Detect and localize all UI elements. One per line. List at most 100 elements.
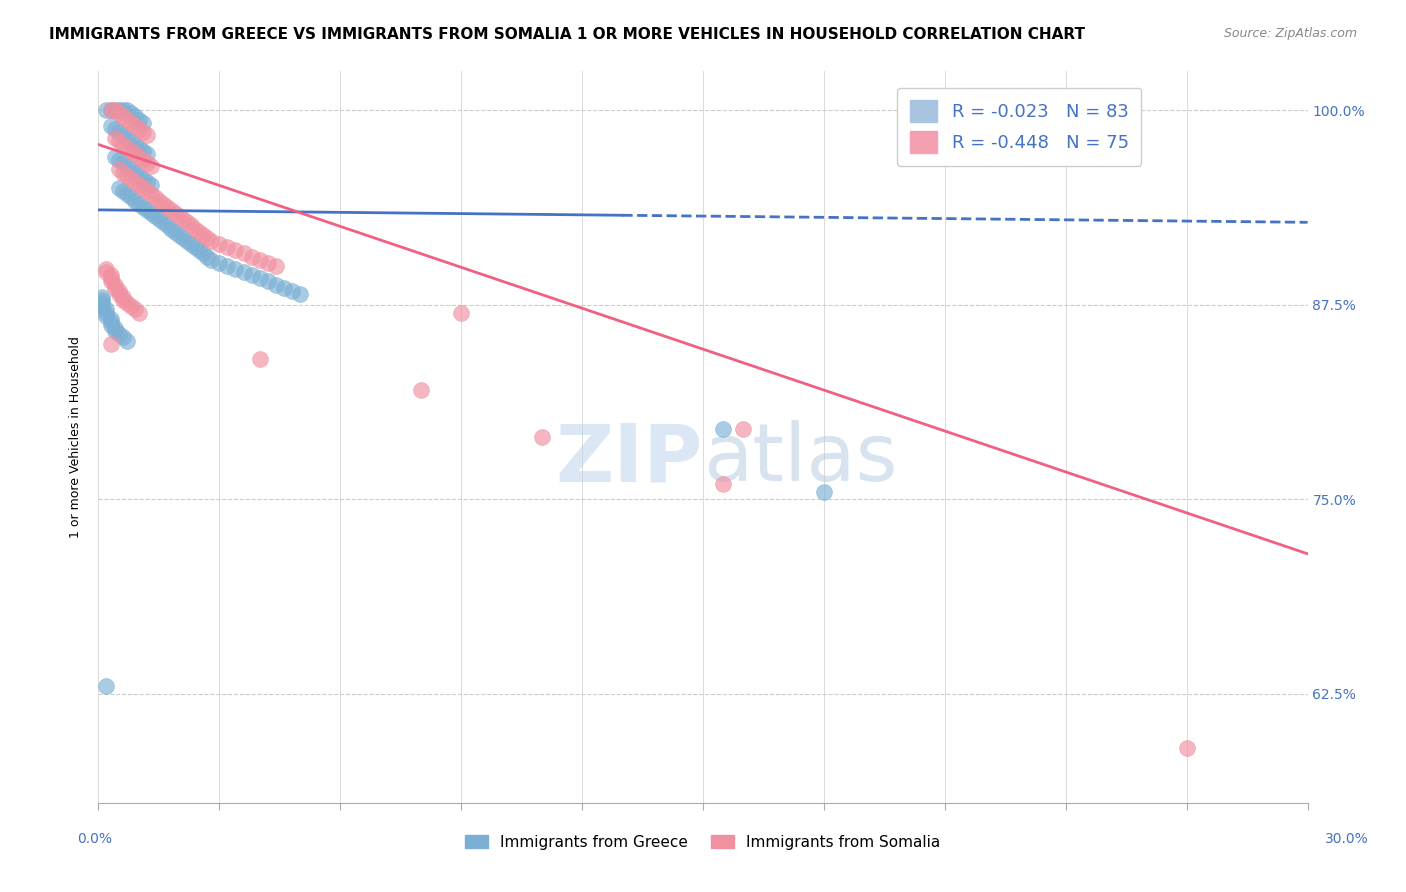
Point (139, 159, 162, 173)
Point (111, 128, 134, 143)
Point (139, 206, 162, 220)
Point (111, 137, 134, 152)
Point (450, 305, 472, 319)
Point (143, 209, 166, 223)
Point (256, 275, 278, 289)
Point (128, 140, 150, 154)
Point (91, 293, 114, 307)
Point (167, 227, 190, 242)
Point (193, 246, 215, 260)
Point (115, 334, 138, 348)
Point (195, 250, 218, 264)
Point (96, 262, 118, 277)
Point (733, 422, 755, 436)
Point (100, 103, 122, 118)
Point (103, 150, 125, 164)
Point (115, 112, 138, 127)
Point (111, 156, 134, 170)
Y-axis label: 1 or more Vehicles in Household: 1 or more Vehicles in Household (69, 336, 83, 538)
Point (139, 178, 162, 192)
Point (163, 206, 186, 220)
Point (232, 246, 254, 260)
Point (184, 221, 207, 235)
Point (120, 135, 142, 149)
Text: 0.0%: 0.0% (77, 832, 111, 846)
Point (120, 171, 142, 186)
Point (264, 277, 287, 292)
Point (135, 128, 157, 143)
Point (128, 178, 150, 192)
Point (232, 265, 254, 279)
Point (176, 215, 198, 229)
Point (217, 259, 239, 273)
Point (409, 384, 432, 398)
Point (172, 231, 194, 245)
Point (152, 215, 174, 229)
Point (143, 190, 166, 204)
Point (264, 259, 287, 273)
Point (103, 324, 125, 338)
Point (256, 256, 278, 270)
Point (96, 302, 118, 317)
Point (96, 265, 118, 279)
Point (120, 162, 142, 177)
Point (128, 150, 150, 164)
Point (132, 200, 155, 214)
Point (107, 135, 129, 149)
Point (132, 116, 155, 130)
Point (132, 181, 155, 195)
Point (172, 212, 194, 227)
Point (135, 156, 157, 170)
Point (111, 165, 134, 179)
Point (180, 237, 202, 252)
Point (91, 290, 114, 304)
Point (160, 221, 183, 235)
Point (288, 286, 311, 301)
Point (107, 103, 129, 118)
Point (100, 119, 122, 133)
Point (148, 212, 170, 227)
Point (128, 196, 150, 211)
Point (115, 296, 138, 310)
Point (135, 202, 157, 217)
Point (132, 144, 155, 158)
Point (124, 175, 146, 189)
Point (188, 225, 211, 239)
Point (132, 153, 155, 167)
Point (195, 231, 218, 245)
Point (208, 256, 231, 270)
Point (135, 175, 157, 189)
Text: Source: ZipAtlas.com: Source: ZipAtlas.com (1223, 27, 1357, 40)
Text: IMMIGRANTS FROM GREECE VS IMMIGRANTS FROM SOMALIA 1 OR MORE VEHICLES IN HOUSEHOL: IMMIGRANTS FROM GREECE VS IMMIGRANTS FRO… (49, 27, 1085, 42)
Text: 30.0%: 30.0% (1324, 832, 1369, 846)
Point (124, 302, 146, 317)
Point (249, 252, 271, 267)
Point (107, 327, 129, 342)
Point (135, 146, 157, 161)
Point (107, 153, 129, 167)
Text: atlas: atlas (703, 420, 897, 498)
Point (100, 315, 122, 329)
Point (111, 293, 134, 307)
Point (249, 352, 271, 367)
Point (103, 103, 125, 118)
Point (96, 679, 118, 693)
Point (163, 225, 186, 239)
Point (139, 187, 162, 202)
Point (180, 219, 202, 233)
Point (115, 103, 138, 118)
Point (100, 268, 122, 283)
Point (200, 234, 222, 248)
Point (96, 309, 118, 323)
Point (120, 106, 142, 120)
Point (813, 484, 835, 499)
Point (120, 116, 142, 130)
Point (111, 290, 134, 304)
Point (115, 140, 138, 154)
Point (115, 187, 138, 202)
Point (100, 336, 122, 351)
Point (103, 277, 125, 292)
Point (96, 103, 118, 118)
Point (100, 318, 122, 332)
Point (111, 330, 134, 344)
